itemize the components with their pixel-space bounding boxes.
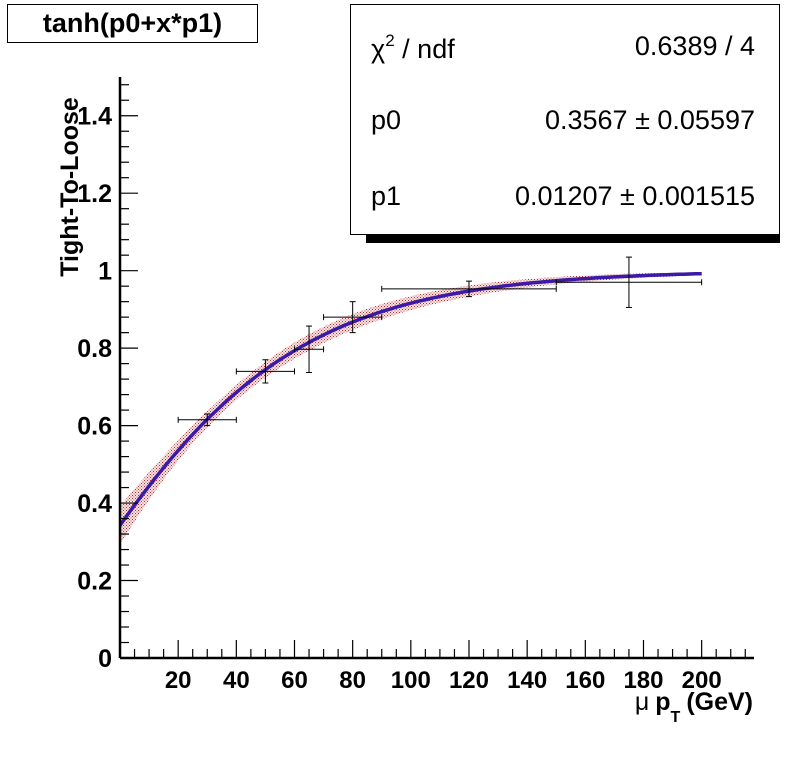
x-axis-label-unit: (GeV) [686,688,753,716]
x-tick-label: 80 [339,667,366,694]
data-point [293,325,325,374]
data-point [381,280,557,298]
y-tick-label: 0.6 [77,413,112,441]
stats-row-chi2: χ2 / ndf 0.6389 / 4 [371,31,755,67]
chi2-superscript: 2 [385,31,395,50]
x-axis-label-sub: T [671,709,681,726]
chi2-ndf-label: / ndf [402,34,455,64]
fit-stats-box: χ2 / ndf 0.6389 / 4 p0 0.3567 ± 0.05597 … [350,4,780,235]
axes-group: 20 40 60 80 100 120 140 160 180 200 0 0.2 0.4 0.6 0.8 1… [77,77,754,694]
axis-labels-group: Tight-To-Loose μ pT (GeV) [56,97,753,726]
y-tick-label: 1.2 [77,180,112,208]
fit-curve [118,271,702,527]
x-tick-label: 100 [391,667,431,694]
data-point [555,256,703,308]
x-axis-label: μ pT (GeV) [635,688,753,726]
chi2-symbol: χ [371,34,386,64]
chart-title: tanh(p0+x*p1) [42,8,223,38]
y-tick-label: 0.8 [77,335,112,363]
x-axis-label-mu: μ [635,688,649,716]
p1-label: p1 [371,181,402,211]
y-axis-label: Tight-To-Loose [56,97,84,277]
fit-error-band-group [120,272,702,545]
chi2-value: 0.6389 / 4 [634,31,755,61]
data-point [323,301,383,334]
x-tick-label: 160 [565,667,605,694]
p0-value: 0.3567 ± 0.05597 [544,105,755,135]
data-point [177,413,237,427]
x-tick-label: 180 [623,667,663,694]
stats-row-p0: p0 0.3567 ± 0.05597 [371,105,755,141]
x-tick-label: 60 [281,667,308,694]
y-tick-label: 0.2 [77,568,112,596]
x-tick-label: 120 [449,667,489,694]
x-tick-label: 40 [223,667,250,694]
p1-value: 0.01207 ± 0.001515 [514,181,755,211]
p0-label: p0 [371,105,402,135]
y-tick-label: 1 [98,258,112,286]
y-tick-label: 0.4 [77,490,112,518]
data-points-group [177,256,703,427]
chart-title-box: tanh(p0+x*p1) [7,4,258,43]
chi2-label: χ2 / ndf [371,31,455,65]
fit-error-band [120,272,702,545]
data-point [235,359,295,384]
y-tick-label: 0 [98,645,112,673]
x-axis-label-p: p [655,688,670,716]
x-tick-label: 20 [165,667,192,694]
y-tick-label: 1.4 [77,103,112,131]
stats-row-p1: p1 0.01207 ± 0.001515 [371,181,755,217]
x-tick-label: 200 [682,667,722,694]
fit-curve-group [118,271,702,527]
x-tick-label: 140 [507,667,547,694]
